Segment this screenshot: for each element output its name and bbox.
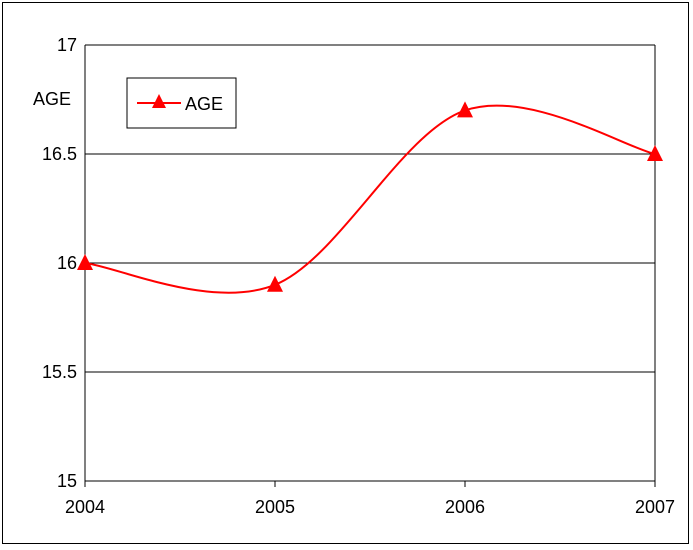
y-tick-label: 17: [57, 35, 77, 55]
legend-marker-triangle-icon: [152, 94, 166, 108]
series-layer: [77, 101, 663, 294]
y-tick-label: 16.5: [42, 144, 77, 164]
data-point-marker: [267, 275, 283, 292]
y-tick-labels: 15 15.5 16 16.5 17: [42, 35, 77, 491]
y-tick-label: 15: [57, 471, 77, 491]
x-tick-label: 2004: [65, 497, 105, 517]
data-point-marker: [457, 101, 473, 118]
line-chart: 15 15.5 16 16.5 17 2004 2005 2006 2007 AGE AGE: [33, 35, 675, 517]
x-tick-label: 2005: [255, 497, 295, 517]
data-point-marker: [77, 254, 93, 270]
data-point-marker: [647, 145, 663, 161]
series-line: [84, 104, 656, 294]
y-tick-label: 15.5: [42, 362, 77, 382]
y-tick-label: 16: [57, 253, 77, 273]
x-tick-label: 2006: [445, 497, 485, 517]
legend-label: AGE: [185, 94, 223, 114]
chart-frame: 15 15.5 16 16.5 17 2004 2005 2006 2007 AGE AGE: [2, 2, 689, 544]
legend: AGE: [126, 77, 237, 129]
x-tick-labels: 2004 2005 2006 2007: [65, 497, 675, 517]
y-axis-label: AGE: [33, 89, 71, 109]
x-tick-label: 2007: [635, 497, 675, 517]
